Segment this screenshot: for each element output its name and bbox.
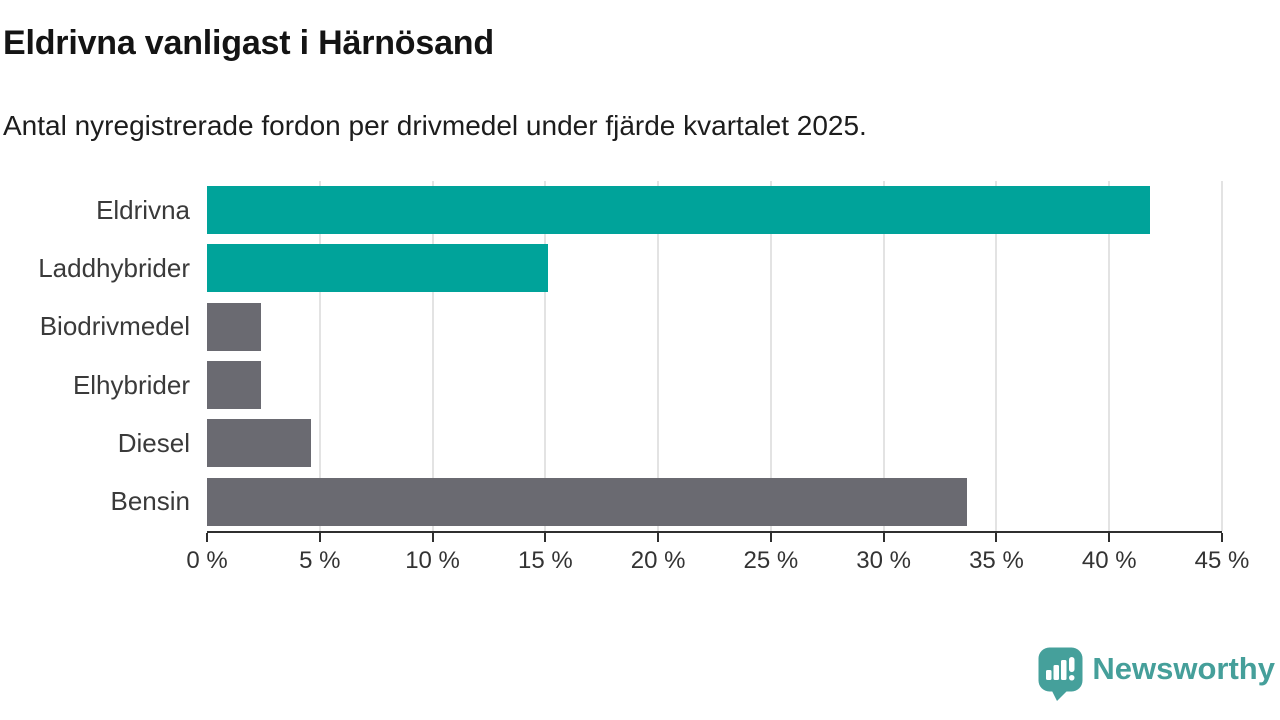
gridline [318, 181, 321, 531]
category-label: Biodrivmedel [39, 311, 190, 342]
bar-row: Bensin [0, 473, 1222, 531]
category-label: Eldrivna [96, 194, 190, 225]
axis-tick [318, 533, 321, 542]
axis-tick-label: 10 % [405, 547, 460, 574]
newsworthy-brand: Newsworthy [1038, 647, 1275, 707]
plot-gridlines [207, 181, 1223, 531]
x-axis-line [207, 531, 1222, 533]
axis-tick [1108, 533, 1111, 542]
gridline [769, 181, 772, 531]
gridline [1221, 181, 1223, 531]
bar-track [207, 302, 1222, 351]
axis-tick-label: 0 % [186, 547, 228, 574]
gridline [544, 181, 547, 531]
bar-track [207, 186, 1222, 235]
bar-diesel [207, 419, 311, 468]
gridline [1108, 181, 1111, 531]
bar-row: Biodrivmedel [0, 298, 1222, 356]
brand-name: Newsworthy [1092, 651, 1275, 686]
bar-track [207, 419, 1222, 468]
axis-tick-label: 45 % [1194, 547, 1250, 574]
bar-rows: Eldrivna Laddhybrider Biodrivmedel Elhybrid… [0, 181, 1222, 531]
axis-tick [431, 533, 434, 542]
axis-tick [657, 533, 660, 542]
axis-tick [882, 533, 885, 542]
axis-tick-label: 40 % [1081, 547, 1137, 574]
axis-tick [769, 533, 772, 542]
axis-tick [206, 533, 208, 542]
gridline [431, 181, 434, 531]
bar-row: Laddhybrider [0, 239, 1222, 297]
bar-track [207, 361, 1222, 410]
axis-tick [1221, 533, 1223, 542]
axis-tick [995, 533, 998, 542]
bar-track [207, 244, 1222, 293]
category-label: Elhybrider [72, 369, 190, 400]
bar-biodrivmedel [207, 302, 262, 351]
axis-tick-label: 15 % [517, 547, 573, 574]
axis-tick-label: 30 % [856, 547, 912, 574]
axis-tick-label: 20 % [630, 547, 686, 574]
category-label: Laddhybrider [38, 252, 190, 283]
axis-tick-label: 5 % [299, 547, 341, 574]
bar-row: Diesel [0, 414, 1222, 472]
category-label: Diesel [117, 427, 190, 458]
gridline [995, 181, 998, 531]
axis-tick-label: 35 % [969, 547, 1024, 574]
bar-row: Elhybrider [0, 356, 1222, 414]
newsworthy-logo-icon [1038, 647, 1083, 707]
bar-bensin [207, 477, 968, 526]
x-axis: 0 % 5 % 10 % 15 % 20 % 25 % 30 % 35 % 40 % 45 % [186, 531, 1249, 591]
bar-elhybrider [207, 361, 262, 410]
gridline [882, 181, 885, 531]
axis-tick-label: 25 % [743, 547, 799, 574]
bar-row: Eldrivna [0, 181, 1222, 239]
chart-subtitle: Antal nyregistrerade fordon per drivmede… [3, 110, 867, 141]
bar-track [207, 477, 1222, 526]
chart-title: Eldrivna vanligast i Härnösand [3, 24, 494, 62]
gridline [657, 181, 660, 531]
category-label: Bensin [110, 486, 191, 517]
bar-laddhybrider [207, 244, 548, 293]
bar-eldrivna [207, 186, 1150, 235]
axis-tick [544, 533, 547, 542]
